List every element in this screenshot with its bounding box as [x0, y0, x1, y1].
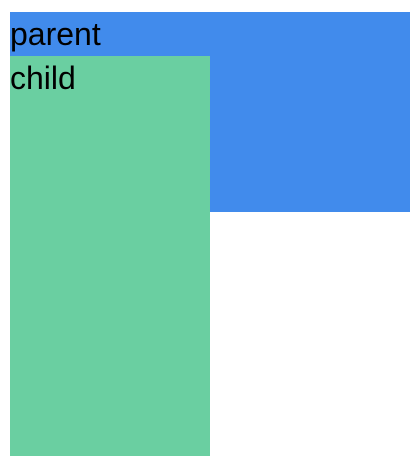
- child-box: child: [10, 56, 210, 456]
- child-label: child: [10, 60, 76, 96]
- parent-label: parent: [10, 16, 101, 52]
